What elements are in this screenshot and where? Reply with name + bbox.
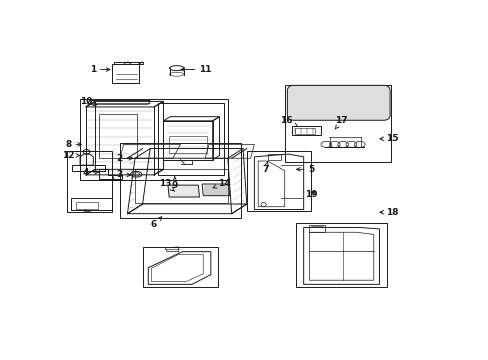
Text: 1: 1 — [90, 65, 110, 74]
Bar — [246, 151, 311, 211]
Text: 16: 16 — [280, 116, 297, 127]
FancyBboxPatch shape — [287, 85, 389, 120]
Bar — [296, 223, 386, 287]
Text: 18: 18 — [379, 208, 398, 217]
Bar — [70, 198, 112, 210]
Text: 5: 5 — [296, 165, 314, 174]
Text: 4: 4 — [82, 168, 98, 177]
Bar — [292, 126, 320, 135]
Bar — [284, 85, 390, 162]
Text: 19: 19 — [305, 190, 317, 199]
Text: 9: 9 — [171, 177, 178, 190]
Bar — [67, 151, 112, 212]
Bar — [294, 128, 315, 134]
Text: 8: 8 — [65, 140, 81, 149]
Text: 17: 17 — [334, 116, 347, 129]
Bar — [120, 143, 241, 218]
Polygon shape — [168, 185, 199, 197]
Text: 6: 6 — [150, 217, 162, 229]
Bar — [158, 103, 224, 175]
Bar — [80, 99, 227, 180]
Bar — [75, 202, 98, 209]
Bar — [99, 114, 137, 158]
Bar — [142, 247, 218, 287]
Text: 10: 10 — [80, 97, 97, 106]
Text: 7: 7 — [262, 162, 268, 174]
Text: 11: 11 — [181, 65, 211, 74]
Text: 12: 12 — [62, 151, 80, 160]
Text: 14: 14 — [213, 179, 230, 188]
Text: 2: 2 — [117, 154, 132, 163]
Text: 3: 3 — [117, 170, 130, 179]
Text: 13: 13 — [159, 179, 174, 192]
Bar — [169, 136, 206, 153]
Text: 15: 15 — [379, 134, 398, 143]
